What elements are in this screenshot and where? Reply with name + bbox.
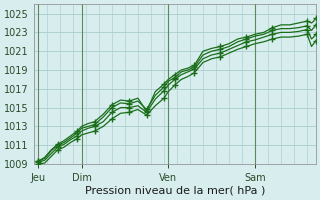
X-axis label: Pression niveau de la mer( hPa ): Pression niveau de la mer( hPa ) bbox=[84, 186, 265, 196]
